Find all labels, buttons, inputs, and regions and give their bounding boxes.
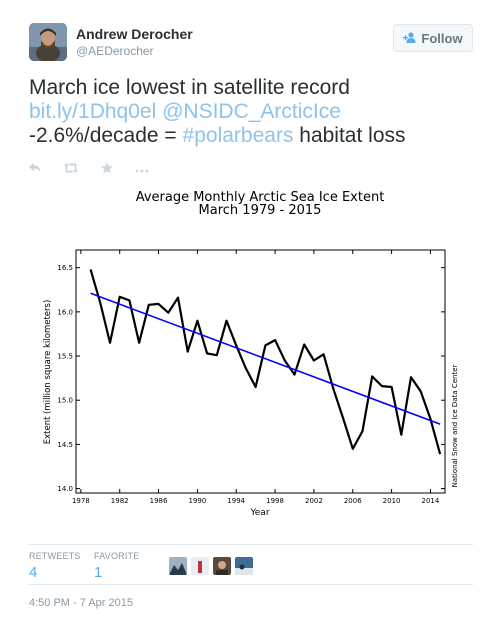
favorites-count[interactable]: 1 xyxy=(94,564,103,581)
follow-button[interactable]: Follow xyxy=(393,24,473,52)
y-axis-label: Extent (million square kilometers) xyxy=(43,300,53,445)
x-tick-label: 2014 xyxy=(422,497,440,505)
reply-icon[interactable] xyxy=(29,162,41,177)
tweet-actions xyxy=(29,162,149,177)
x-tick-label: 1994 xyxy=(227,497,245,505)
user-name[interactable]: Andrew Derocher xyxy=(76,26,193,42)
divider xyxy=(29,544,473,545)
x-tick-label: 1986 xyxy=(150,497,168,505)
avatar[interactable] xyxy=(169,557,187,575)
retweets-label: RETWEETS xyxy=(29,551,81,561)
tweet-text-part: habitat loss xyxy=(293,124,406,147)
y-tick-label: 15.5 xyxy=(57,353,73,361)
more-icon[interactable] xyxy=(135,162,149,177)
engager-avatars xyxy=(169,557,253,575)
trend-line xyxy=(90,292,441,425)
retweets-stat[interactable]: RETWEETS 4 xyxy=(29,551,81,581)
tweet-timestamp[interactable]: 4:50 PM - 7 Apr 2015 xyxy=(29,597,133,609)
retweet-icon[interactable] xyxy=(63,162,79,177)
star-icon[interactable] xyxy=(101,162,113,177)
x-tick-label: 1978 xyxy=(72,497,90,505)
x-tick-label: 2002 xyxy=(305,497,323,505)
add-user-icon xyxy=(403,31,417,45)
follow-button-label: Follow xyxy=(421,30,463,46)
x-tick-label: 2010 xyxy=(383,497,401,505)
avatar[interactable] xyxy=(235,557,253,575)
tweet-text-part: -2.6%/decade = xyxy=(29,124,183,147)
mention-link[interactable]: @NSIDC_ArcticIce xyxy=(162,100,341,123)
y-tick-label: 16.5 xyxy=(57,264,73,272)
sea-ice-chart[interactable]: Average Monthly Arctic Sea Ice Extent Ma… xyxy=(28,182,472,522)
tweet-text-part: March ice lowest in satellite record xyxy=(29,76,350,99)
favorites-label: FAVORITE xyxy=(94,551,140,561)
favorites-stat[interactable]: FAVORITE 1 xyxy=(94,551,139,581)
data-credit: National Snow and Ice Data Center xyxy=(451,364,459,487)
hashtag-link[interactable]: #polarbears xyxy=(182,124,294,147)
avatar[interactable] xyxy=(29,23,67,61)
tweet-text: March ice lowest in satellite record bit… xyxy=(29,76,479,148)
x-axis-label: Year xyxy=(249,508,269,518)
avatar[interactable] xyxy=(213,557,231,575)
y-tick-label: 15.0 xyxy=(57,397,73,405)
plot-frame xyxy=(75,249,446,494)
user-handle[interactable]: @AEDerocher xyxy=(76,44,154,58)
chart-subtitle: March 1979 - 2015 xyxy=(199,203,322,218)
y-tick-label: 16.0 xyxy=(57,308,73,316)
x-tick-label: 1982 xyxy=(111,497,129,505)
x-tick-label: 1998 xyxy=(266,497,284,505)
y-tick-label: 14.0 xyxy=(57,485,73,493)
avatar[interactable] xyxy=(191,557,209,575)
extent-series-line xyxy=(89,269,442,455)
retweets-count[interactable]: 4 xyxy=(29,564,38,581)
y-tick-label: 14.5 xyxy=(57,441,73,449)
x-tick-label: 2006 xyxy=(344,497,362,505)
divider xyxy=(29,584,473,585)
tweet-link[interactable]: bit.ly/1Dhq0el xyxy=(29,100,157,123)
x-tick-label: 1990 xyxy=(188,497,206,505)
chart-title: Average Monthly Arctic Sea Ice Extent xyxy=(136,190,385,205)
